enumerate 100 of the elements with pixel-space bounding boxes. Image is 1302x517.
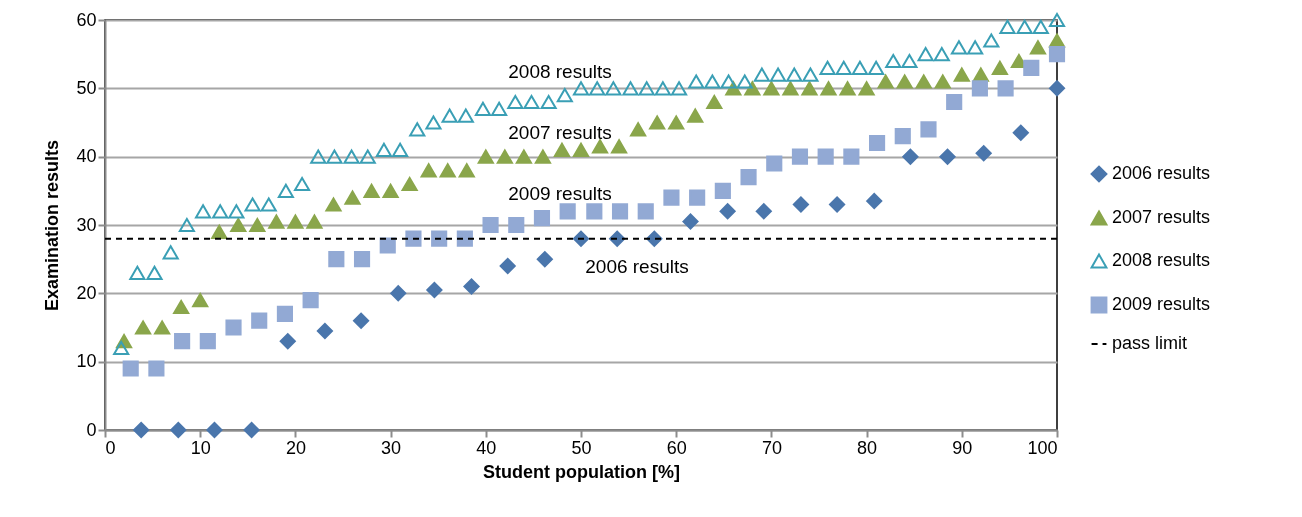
point [1023, 59, 1040, 76]
point [1048, 46, 1066, 63]
point [1048, 80, 1066, 97]
point [293, 176, 311, 192]
point [268, 214, 285, 229]
point [405, 230, 422, 247]
legend-label: pass limit [1112, 333, 1188, 353]
point [426, 281, 443, 298]
point [276, 305, 293, 322]
x-tick-label: 60 [666, 437, 687, 458]
point [670, 81, 688, 96]
annotation: 2007 results [508, 122, 612, 143]
point [482, 216, 499, 234]
point [439, 163, 456, 178]
x-tick-label: 50 [571, 437, 592, 458]
point [971, 80, 988, 97]
point [420, 163, 437, 178]
point [933, 47, 950, 62]
y-tick-label: 30 [76, 214, 97, 235]
point [173, 299, 190, 315]
point [1012, 124, 1029, 141]
y-tick-label: 20 [76, 282, 97, 303]
point [902, 148, 919, 165]
point [556, 88, 573, 103]
point [755, 203, 772, 220]
point [353, 312, 370, 329]
point [792, 196, 809, 213]
point [401, 176, 418, 192]
point [170, 421, 187, 439]
point [858, 81, 875, 96]
y-tick-label: 50 [76, 77, 97, 98]
point [392, 142, 409, 157]
point [668, 115, 685, 130]
annotation: 2006 results [585, 256, 689, 277]
point [230, 217, 247, 233]
point [302, 292, 319, 309]
point [310, 149, 327, 164]
point [425, 115, 442, 130]
legend-label: 2008 results [1112, 250, 1211, 270]
point [212, 204, 229, 219]
point [714, 182, 731, 199]
point [122, 360, 139, 377]
point [178, 217, 195, 233]
point [649, 115, 666, 130]
point [328, 251, 345, 268]
point [211, 224, 228, 239]
point [306, 214, 323, 229]
point [162, 245, 179, 260]
point [939, 148, 956, 165]
point [920, 121, 937, 138]
point [456, 230, 473, 247]
annotation: 2008 results [508, 61, 612, 82]
point [363, 183, 380, 198]
point [540, 94, 557, 110]
legend-label: 2006 results [1112, 163, 1211, 183]
point [206, 421, 223, 439]
point [1029, 40, 1047, 55]
point [991, 60, 1008, 75]
y-tick-label: 0 [86, 419, 97, 440]
point [225, 319, 242, 336]
x-tick-label: 100 [1027, 437, 1058, 458]
point [243, 421, 260, 439]
point [316, 322, 333, 339]
point [611, 203, 629, 220]
point [192, 293, 209, 308]
point [146, 265, 163, 280]
x-tick-label: 40 [476, 437, 497, 458]
point [689, 189, 706, 206]
point [869, 134, 886, 152]
point [975, 145, 992, 162]
point [802, 67, 819, 82]
point [287, 214, 304, 229]
point [148, 360, 165, 377]
point [637, 203, 654, 220]
point [786, 67, 803, 82]
point [839, 81, 856, 96]
point [1016, 19, 1033, 34]
point [688, 74, 705, 89]
point [344, 190, 361, 205]
point [533, 210, 551, 227]
annotation: 2009 results [508, 183, 612, 204]
y-tick-label: 40 [76, 146, 97, 167]
point [611, 139, 628, 154]
point [896, 74, 913, 89]
point [174, 333, 191, 350]
point [801, 81, 818, 96]
point [113, 340, 130, 356]
point [353, 251, 371, 268]
point [572, 81, 590, 96]
point [343, 149, 360, 164]
point [499, 257, 516, 275]
point [507, 94, 524, 110]
point [885, 53, 902, 69]
point [829, 196, 846, 213]
point [325, 197, 342, 212]
x-axis-title: Student population [%] [483, 461, 680, 482]
point [605, 81, 622, 96]
point [706, 94, 723, 110]
point [572, 142, 590, 157]
point [491, 101, 508, 116]
